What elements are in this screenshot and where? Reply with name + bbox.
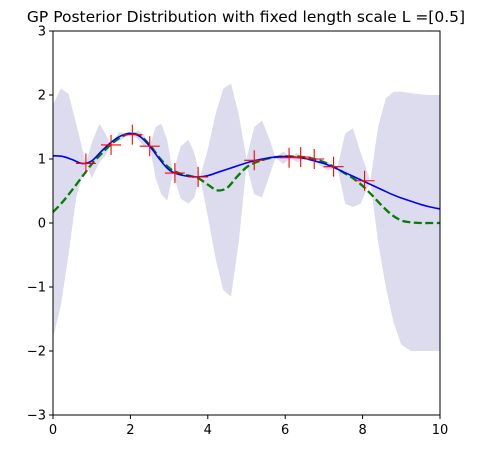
x-tick-label: 2	[126, 423, 134, 438]
y-tick-label: 1	[38, 153, 46, 168]
x-tick-label: 0	[49, 423, 57, 438]
observation-point	[290, 147, 311, 168]
confidence-band-area	[53, 83, 440, 351]
observation-point	[139, 136, 160, 157]
true-function-line	[52, 132, 440, 225]
x-tick-label: 6	[281, 423, 289, 438]
y-tick-label: 3	[38, 25, 46, 40]
observation-point	[122, 124, 143, 145]
y-tick-label: −3	[27, 409, 46, 424]
y-tick-label: −2	[27, 345, 46, 360]
observation-point	[244, 150, 265, 171]
posterior-mean-line	[52, 132, 441, 210]
observation-point	[101, 134, 122, 155]
y-axis-ticks: −3 −2 −1 0 1 2 3	[27, 25, 53, 424]
y-tick-label: −1	[27, 281, 46, 296]
confidence-band	[53, 83, 440, 351]
observation-point	[75, 153, 96, 174]
posterior-mean-series	[52, 132, 441, 210]
x-axis-ticks: 0 2 4 6 8 10	[49, 415, 448, 438]
observation-point	[354, 170, 375, 191]
observation-markers	[75, 124, 375, 191]
observation-point	[323, 156, 344, 177]
chart-title: GP Posterior Distribution with fixed len…	[27, 8, 465, 26]
observation-point	[188, 166, 209, 187]
observation-point	[304, 149, 325, 169]
true-function-series	[52, 132, 440, 225]
observation-point	[279, 147, 300, 168]
x-tick-label: 4	[204, 423, 212, 438]
observation-point	[164, 163, 185, 184]
x-tick-label: 10	[432, 423, 449, 438]
x-tick-label: 8	[358, 423, 366, 438]
y-tick-label: 2	[38, 89, 46, 104]
y-tick-label: 0	[38, 217, 46, 232]
